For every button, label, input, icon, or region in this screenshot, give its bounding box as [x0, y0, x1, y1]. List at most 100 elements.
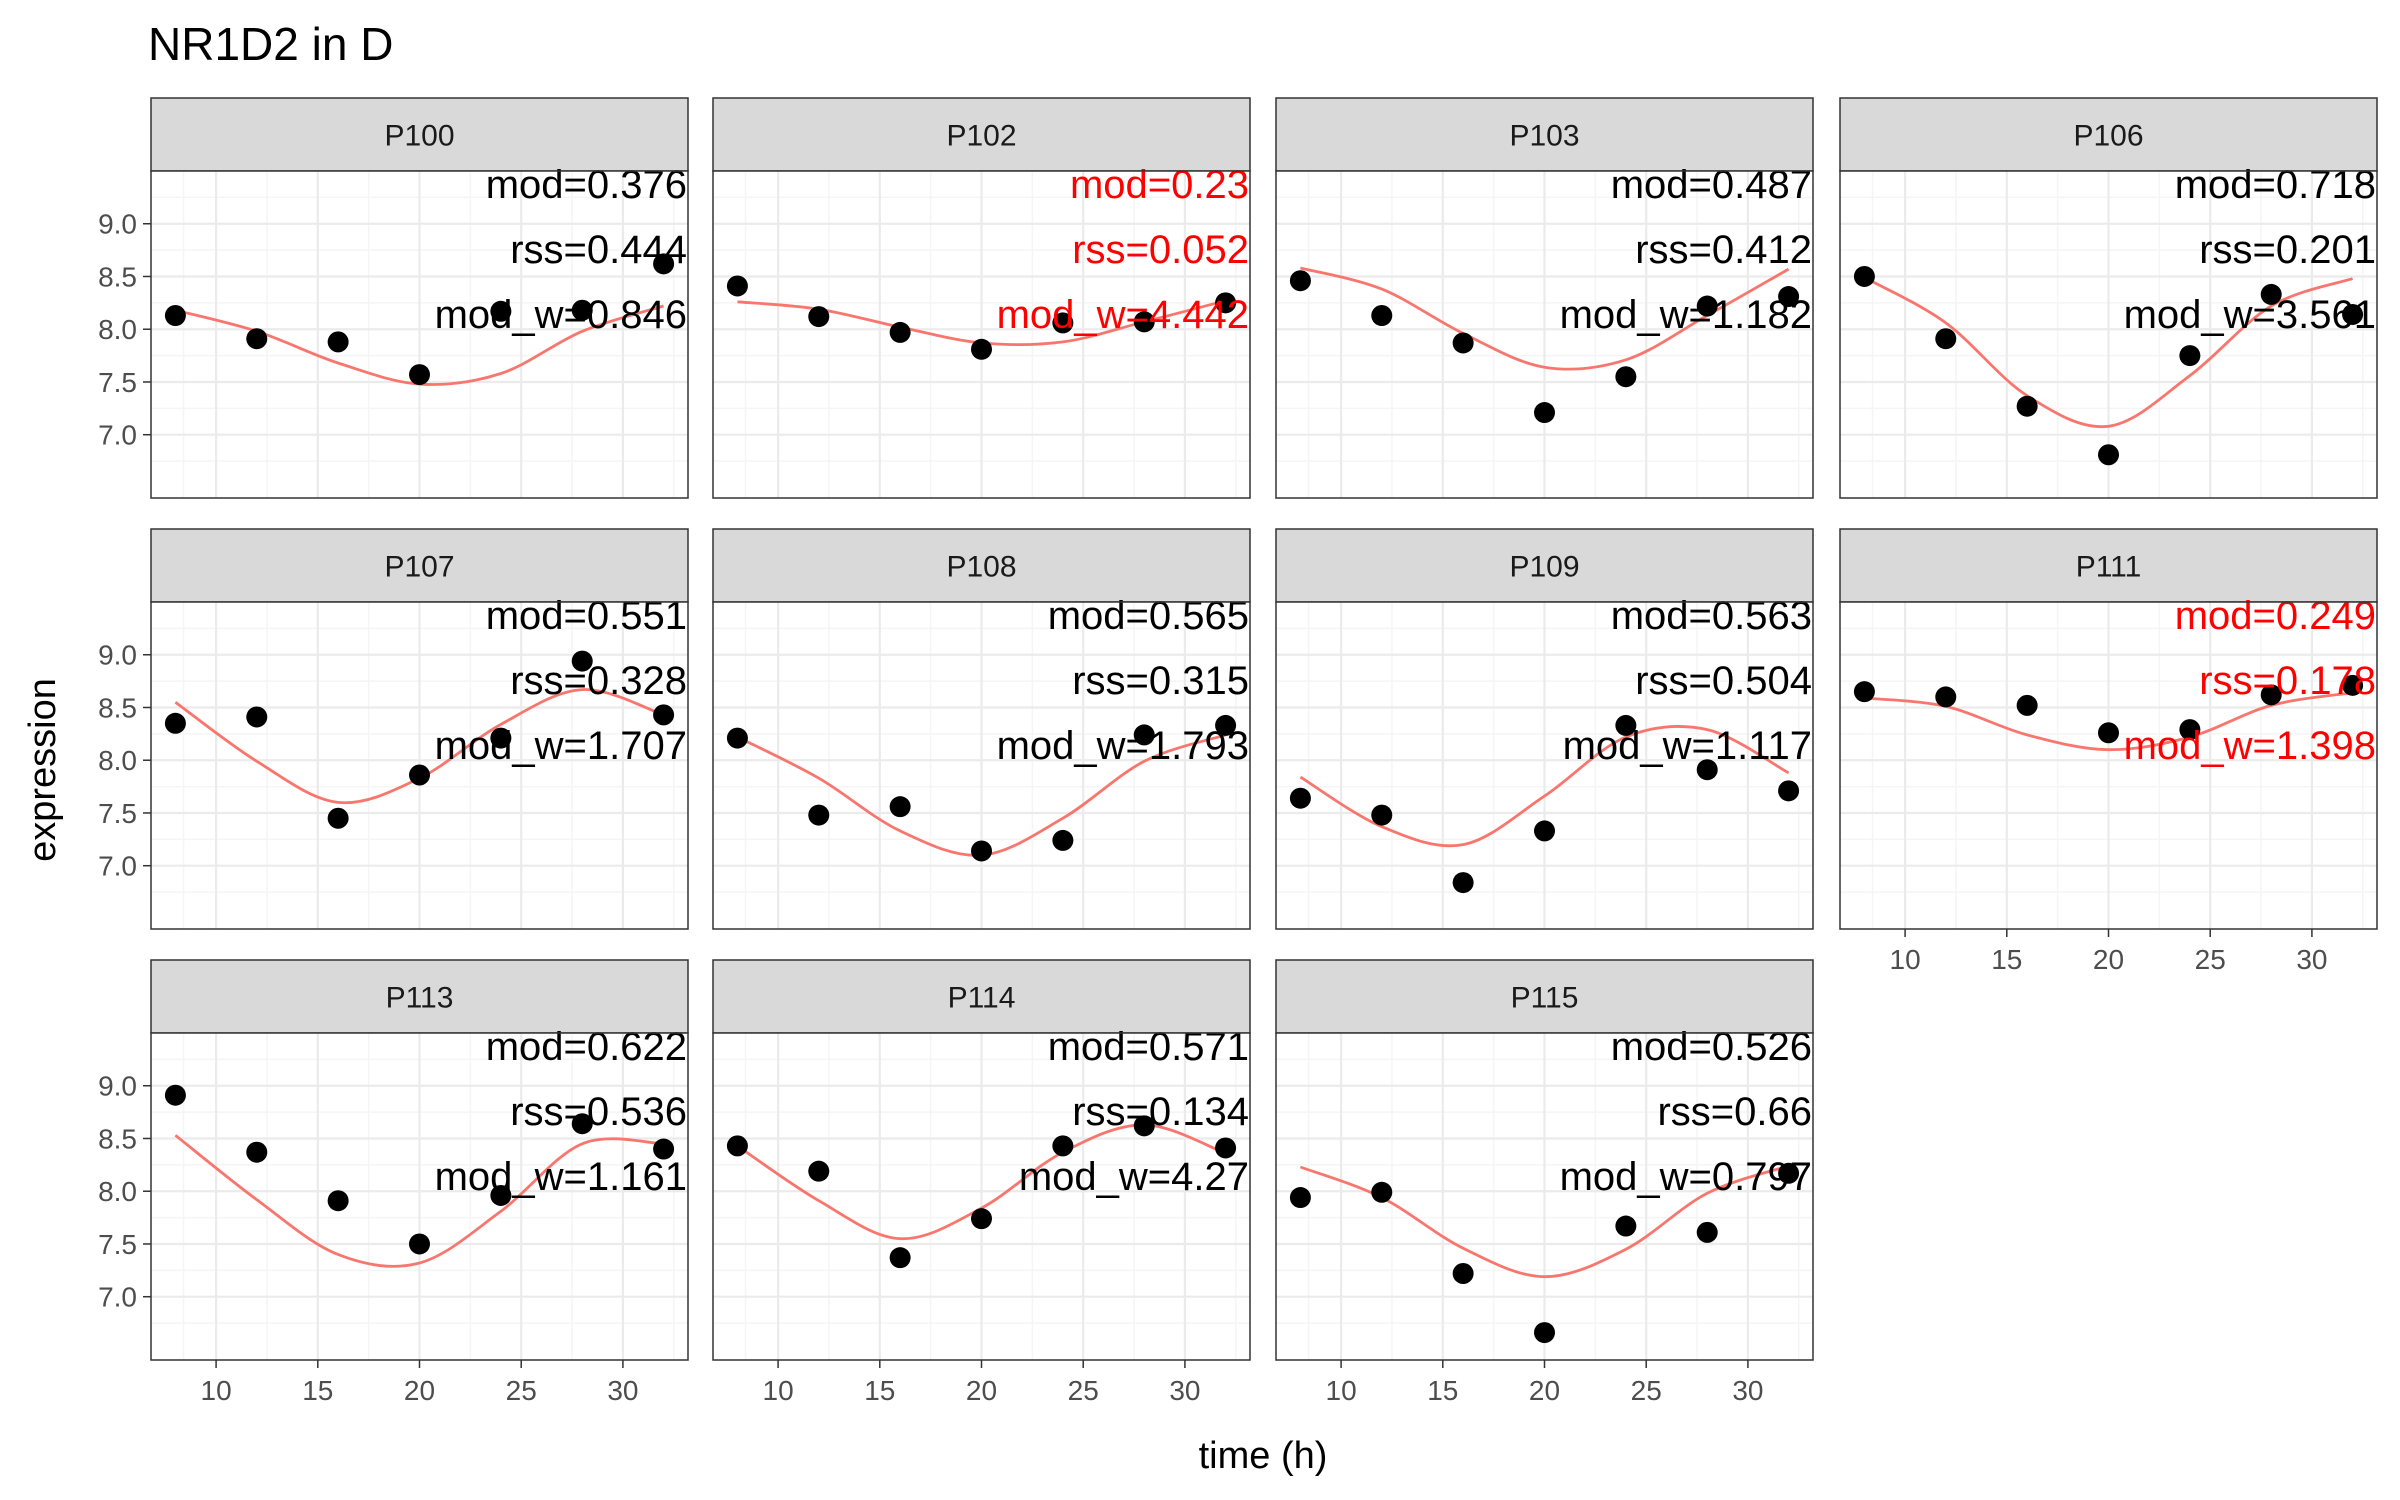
- data-point: [726, 727, 748, 749]
- x-tick-label: 20: [404, 1375, 435, 1406]
- data-point: [327, 331, 349, 353]
- panel-annotation: mod_w=0.797: [1560, 1155, 1812, 1199]
- facet-panel: P100 mod=0.376 rss=0.444 mod_w=0.846 7.0 7.5 8…: [98, 97, 689, 499]
- y-tick-label: 7.5: [98, 367, 137, 398]
- panel-annotation: rss=0.134: [1072, 1090, 1249, 1134]
- data-point: [1534, 1322, 1555, 1344]
- panel-annotation: mod_w=3.561: [2124, 293, 2376, 337]
- panel-annotation: mod=0.563: [1611, 594, 1812, 638]
- y-tick-label: 7.5: [98, 798, 137, 829]
- y-tick-label: 8.0: [98, 1176, 137, 1207]
- x-tick-label: 25: [2195, 944, 2226, 975]
- data-point: [490, 300, 512, 322]
- panel-annotation: mod_w=1.793: [997, 724, 1249, 768]
- data-point: [1215, 714, 1237, 736]
- data-point: [1452, 1263, 1474, 1285]
- facet-panel: P109 mod=0.563 rss=0.504 mod_w=1.117: [1275, 528, 1814, 930]
- data-point: [1289, 1187, 1311, 1209]
- panel-annotation: rss=0.536: [510, 1090, 687, 1134]
- panel-annotation: mod=0.376: [486, 163, 687, 207]
- panel-annotation: mod=0.526: [1611, 1025, 1812, 1069]
- facet-strip: [150, 528, 689, 603]
- data-point: [1615, 1215, 1637, 1237]
- data-point: [1534, 402, 1555, 424]
- data-point: [1452, 872, 1474, 894]
- data-point: [1052, 829, 1074, 851]
- data-point: [726, 275, 748, 297]
- data-point: [808, 1160, 830, 1182]
- data-point: [889, 796, 911, 818]
- x-tick-label: 25: [1068, 1375, 1099, 1406]
- data-point: [971, 840, 992, 862]
- data-point: [1133, 724, 1155, 746]
- data-point: [246, 706, 268, 728]
- data-point: [164, 305, 186, 327]
- data-point: [653, 1138, 675, 1160]
- data-point: [409, 764, 430, 786]
- x-tick-label: 30: [1169, 1375, 1200, 1406]
- facet-strip-label: P111: [2076, 551, 2142, 584]
- x-tick-label: 15: [302, 1375, 333, 1406]
- facet-strip-label: P108: [946, 551, 1016, 584]
- y-tick-label: 8.0: [98, 745, 137, 776]
- panel-annotation: rss=0.178: [2199, 659, 2376, 703]
- data-point: [889, 321, 911, 343]
- x-tick-label: 30: [607, 1375, 638, 1406]
- data-point: [808, 804, 830, 826]
- x-tick-label: 15: [864, 1375, 895, 1406]
- fit-curve: [1299, 725, 1790, 848]
- y-tick-label: 9.0: [98, 209, 137, 240]
- data-point: [971, 338, 992, 360]
- y-tick-label: 9.0: [98, 1071, 137, 1102]
- x-tick-label: 30: [2296, 944, 2327, 975]
- data-point: [2342, 303, 2364, 325]
- panel-annotation: mod=0.571: [1048, 1025, 1249, 1069]
- facet-strip: [150, 97, 689, 172]
- data-point: [1615, 714, 1637, 736]
- panel-annotation: rss=0.052: [1072, 228, 1249, 272]
- data-point: [1052, 312, 1074, 334]
- panel-border: [1839, 170, 2378, 499]
- panels-group: P100 mod=0.376 rss=0.444 mod_w=0.846 7.0 7.5 8…: [98, 97, 2378, 1406]
- facet-strip-label: P100: [384, 120, 454, 153]
- fit-curve: [174, 1134, 664, 1268]
- y-tick-label: 8.5: [98, 692, 137, 723]
- data-point: [1371, 1181, 1393, 1203]
- data-point: [1696, 759, 1718, 781]
- panel-border: [712, 170, 1251, 499]
- data-point: [490, 727, 512, 749]
- panel-annotation: mod=0.487: [1611, 163, 1812, 207]
- data-point: [2016, 395, 2038, 417]
- data-point: [1289, 270, 1311, 292]
- x-tick-label: 25: [506, 1375, 537, 1406]
- panel-annotation: rss=0.315: [1072, 659, 1249, 703]
- facet-strip: [1275, 528, 1814, 603]
- data-point: [2179, 345, 2201, 367]
- facet-panel: P108 mod=0.565 rss=0.315 mod_w=1.793: [712, 528, 1251, 930]
- facet-strip-label: P114: [948, 982, 1016, 1015]
- data-point: [409, 1233, 430, 1255]
- data-point: [889, 1247, 911, 1269]
- panel-border: [1275, 170, 1814, 499]
- data-point: [1133, 311, 1155, 333]
- y-axis-title: expression: [22, 678, 64, 862]
- y-tick-label: 8.0: [98, 314, 137, 345]
- panel-annotation: rss=0.444: [510, 228, 687, 272]
- data-point: [246, 1141, 268, 1163]
- data-point: [571, 1113, 593, 1135]
- data-point: [1133, 1115, 1155, 1137]
- facet-strip: [1839, 528, 2378, 603]
- panel-annotation: mod_w=4.442: [997, 293, 1249, 337]
- y-tick-label: 8.5: [98, 261, 137, 292]
- x-tick-label: 15: [1427, 1375, 1458, 1406]
- data-point: [1615, 366, 1637, 388]
- panel-annotation: mod_w=0.846: [435, 293, 687, 337]
- panel-annotation: rss=0.66: [1657, 1090, 1812, 1134]
- chart-title: NR1D2 in D: [148, 18, 393, 70]
- data-point: [653, 253, 675, 275]
- facet-strip: [712, 528, 1251, 603]
- facet-strip-label: P106: [2073, 120, 2143, 153]
- facet-strip-label: P115: [1511, 982, 1579, 1015]
- data-point: [2179, 719, 2201, 741]
- data-point: [971, 1208, 992, 1230]
